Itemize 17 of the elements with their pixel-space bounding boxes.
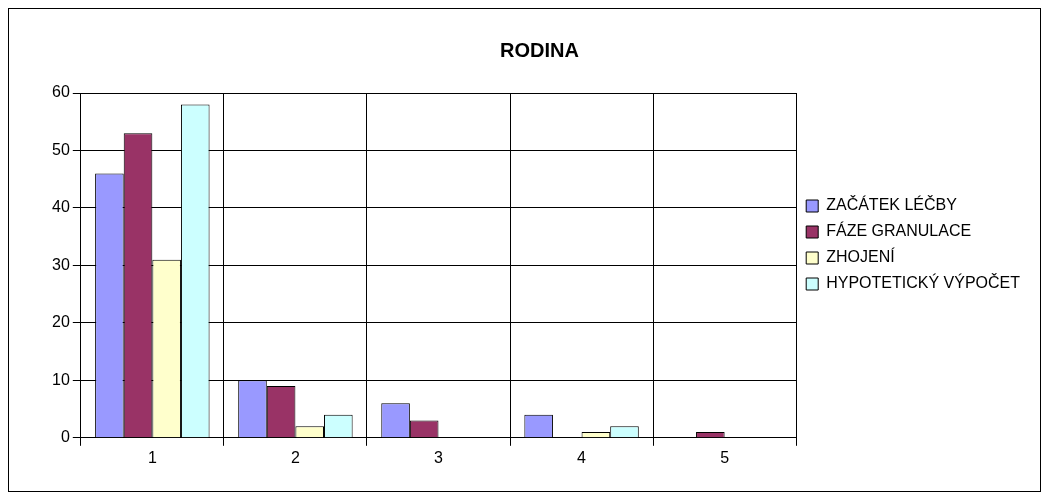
y-tick-label: 40 [52, 198, 70, 216]
x-tick-label: 5 [720, 448, 730, 466]
legend-label: ZHOJENÍ [826, 247, 896, 266]
x-tick-label: 3 [434, 448, 444, 466]
x-tick-label: 2 [290, 448, 300, 466]
y-tick-label: 60 [52, 83, 70, 101]
y-tick-label: 30 [52, 255, 70, 273]
y-tick-label: 10 [52, 370, 70, 388]
y-tick-label: 0 [60, 428, 70, 446]
y-tick-label: 20 [52, 313, 70, 331]
x-tick-label: 1 [147, 448, 157, 466]
x-tick-label: 4 [577, 448, 587, 466]
legend-label: ZAČÁTEK LÉČBY [826, 195, 958, 214]
legend-label: HYPOTETICKÝ VÝPOČET [826, 273, 1021, 292]
legend-label: FÁZE GRANULACE [826, 221, 972, 240]
chart-title: RODINA [500, 38, 579, 61]
y-tick-label: 50 [52, 140, 70, 158]
